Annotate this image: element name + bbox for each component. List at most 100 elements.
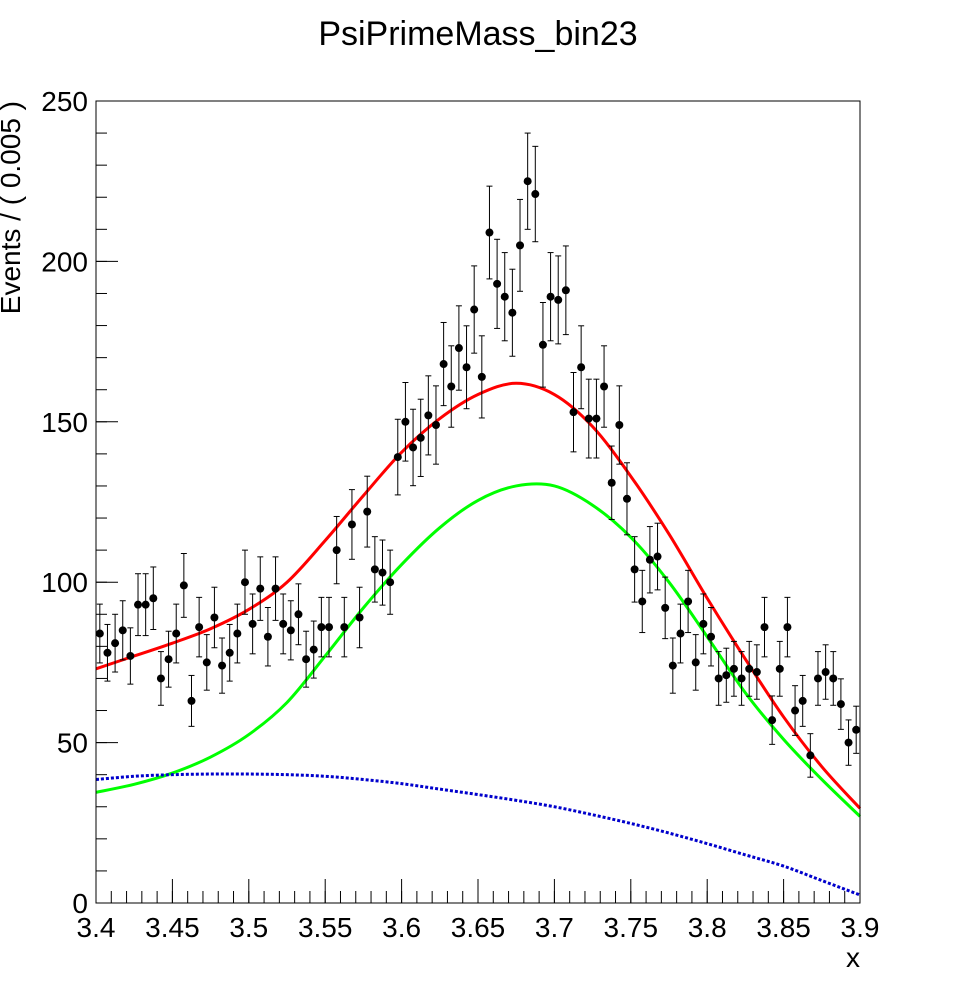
data-point [661, 576, 670, 640]
y-tick-label: 150 [41, 407, 88, 438]
data-point [752, 644, 761, 700]
point-marker [263, 632, 272, 641]
data-point [523, 132, 532, 230]
point-marker [370, 565, 379, 574]
data-point [699, 593, 708, 655]
point-marker [454, 344, 463, 353]
data-point [431, 385, 440, 465]
data-point [393, 418, 402, 496]
x-tick-label: 3.75 [604, 912, 659, 943]
point-marker [653, 552, 662, 561]
data-point [187, 674, 196, 727]
data-point [386, 549, 395, 615]
y-tick-label: 0 [72, 888, 88, 919]
data-point [584, 378, 593, 459]
data-point [714, 651, 723, 706]
point-marker [149, 594, 158, 603]
data-point [531, 145, 540, 243]
data-point [218, 637, 227, 694]
point-marker [164, 655, 173, 664]
data-point [134, 573, 143, 637]
point-marker [439, 360, 448, 369]
data-point [745, 640, 754, 697]
point-marker [156, 674, 165, 683]
point-marker [347, 520, 356, 529]
x-tick-label: 3.4 [77, 912, 116, 943]
data-point [821, 644, 830, 700]
data-point [829, 651, 838, 706]
point-marker [600, 382, 609, 391]
data-point [172, 603, 181, 664]
data-point [416, 398, 425, 477]
data-point [836, 678, 845, 730]
data-point [645, 526, 654, 594]
data-point [485, 185, 494, 280]
data-point [676, 603, 685, 664]
point-marker [752, 668, 761, 677]
data-point [577, 325, 586, 410]
point-marker [798, 696, 807, 705]
data-point [462, 325, 471, 410]
point-marker [279, 619, 288, 628]
data-point [202, 634, 211, 691]
point-marker [309, 645, 318, 654]
point-marker [783, 623, 792, 632]
data-point [760, 596, 769, 658]
point-marker [126, 651, 135, 660]
data-point [500, 252, 509, 342]
point-marker [630, 565, 639, 574]
point-marker [393, 453, 402, 462]
x-tick-label: 3.9 [841, 912, 880, 943]
axes: 3.4 3.45 3.5 3.55 3.6 3.65 3.7 3.75 3.8 3.85 3.9 0 5… [41, 86, 879, 943]
point-marker [256, 584, 265, 593]
point-marker [378, 568, 387, 577]
data-point [447, 345, 456, 428]
point-marker [271, 584, 280, 593]
point-marker [485, 228, 494, 237]
data-point [722, 647, 731, 703]
point-marker [645, 555, 654, 564]
point-marker [775, 664, 784, 673]
data-point [309, 620, 318, 679]
data-point [279, 593, 288, 655]
point-marker [622, 494, 631, 503]
x-tick-label: 3.8 [688, 912, 727, 943]
data-point [363, 475, 372, 548]
point-marker [317, 623, 326, 632]
data-point [508, 268, 517, 357]
data-points [95, 132, 861, 778]
data-point [607, 445, 616, 520]
data-point [516, 198, 525, 292]
data-point [332, 515, 341, 585]
data-point [409, 408, 418, 487]
data-point [126, 627, 135, 685]
data-point [554, 255, 563, 345]
point-marker [676, 629, 685, 638]
fit-curve-2 [95, 772, 861, 897]
point-marker [584, 414, 593, 423]
point-marker [386, 578, 395, 587]
data-point [294, 583, 303, 646]
point-marker [638, 597, 647, 606]
data-point [783, 596, 792, 658]
point-marker [431, 421, 440, 430]
data-point [401, 382, 410, 462]
point-marker [225, 648, 234, 657]
x-axis-label: x [846, 942, 860, 973]
data-point [347, 489, 356, 560]
data-point [813, 651, 822, 706]
x-tick-label: 3.55 [298, 912, 353, 943]
data-point [118, 600, 127, 661]
point-marker [248, 619, 257, 628]
data-point [248, 593, 257, 655]
data-point [561, 245, 570, 336]
point-marker [607, 478, 616, 487]
data-point [546, 252, 555, 342]
data-point [149, 566, 158, 631]
data-point [233, 603, 242, 664]
point-marker [103, 648, 112, 657]
point-marker [791, 706, 800, 715]
point-marker [286, 626, 295, 635]
fit-curve-0 [95, 381, 862, 810]
data-point [317, 596, 326, 658]
